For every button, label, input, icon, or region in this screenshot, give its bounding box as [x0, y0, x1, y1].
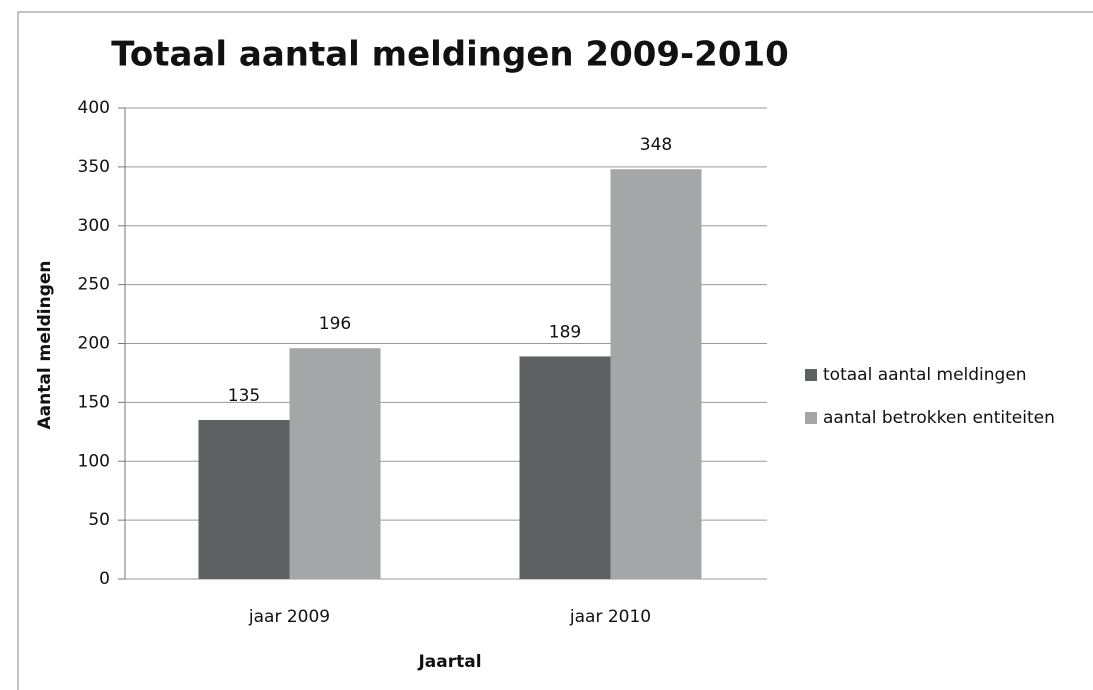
data-label: 189 — [549, 322, 581, 342]
data-label: 135 — [228, 386, 260, 406]
chart-title: Totaal aantal meldingen 2009-2010 — [111, 35, 789, 75]
y-tick-label: 0 — [99, 569, 110, 589]
y-tick-label: 300 — [78, 216, 110, 236]
bar — [289, 348, 381, 579]
y-tick-label: 350 — [78, 157, 110, 177]
x-tick-label: jaar 2010 — [569, 607, 651, 627]
legend-swatch — [805, 369, 817, 381]
x-tick-label: jaar 2009 — [248, 607, 330, 627]
legend-label: aantal betrokken entiteiten — [823, 408, 1055, 428]
chart-frame — [17, 11, 1093, 690]
y-tick-label: 200 — [78, 334, 110, 354]
y-tick-label: 150 — [78, 392, 110, 412]
data-label: 348 — [640, 135, 672, 155]
bar — [610, 169, 702, 580]
legend-label: totaal aantal meldingen — [823, 365, 1027, 385]
data-label: 196 — [319, 314, 351, 334]
y-tick-label: 50 — [88, 510, 110, 530]
y-tick-label: 250 — [78, 275, 110, 295]
bar — [198, 420, 290, 579]
legend-swatch — [805, 412, 817, 424]
y-tick-label: 100 — [78, 451, 110, 471]
y-tick-label: 400 — [78, 98, 110, 118]
x-axis-title: Jaartal — [417, 652, 481, 672]
bar — [519, 356, 611, 579]
y-axis-title: Aantal meldingen — [35, 260, 55, 429]
